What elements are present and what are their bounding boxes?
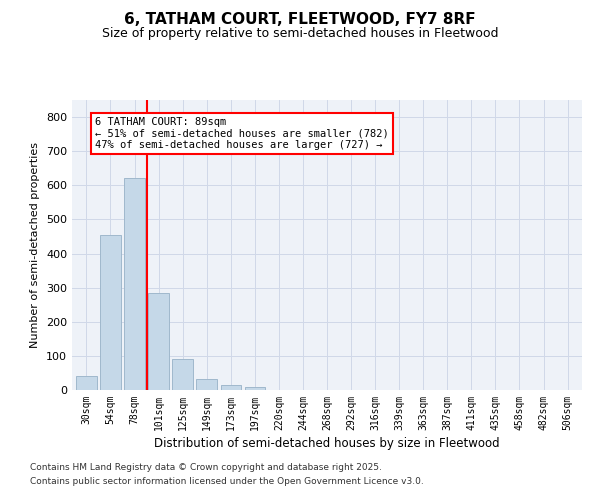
Text: 6, TATHAM COURT, FLEETWOOD, FY7 8RF: 6, TATHAM COURT, FLEETWOOD, FY7 8RF	[124, 12, 476, 28]
Bar	[100, 235, 121, 390]
Bar	[148, 293, 169, 390]
X-axis label: Distribution of semi-detached houses by size in Fleetwood: Distribution of semi-detached houses by …	[154, 437, 500, 450]
Bar	[221, 385, 241, 390]
Text: Contains HM Land Registry data © Crown copyright and database right 2025.: Contains HM Land Registry data © Crown c…	[30, 464, 382, 472]
Bar	[245, 388, 265, 390]
Bar	[196, 379, 217, 390]
Text: 6 TATHAM COURT: 89sqm
← 51% of semi-detached houses are smaller (782)
47% of sem: 6 TATHAM COURT: 89sqm ← 51% of semi-deta…	[95, 117, 389, 150]
Bar	[124, 178, 145, 390]
Bar	[172, 358, 193, 390]
Bar	[76, 376, 97, 390]
Text: Contains public sector information licensed under the Open Government Licence v3: Contains public sector information licen…	[30, 477, 424, 486]
Text: Size of property relative to semi-detached houses in Fleetwood: Size of property relative to semi-detach…	[102, 28, 498, 40]
Y-axis label: Number of semi-detached properties: Number of semi-detached properties	[31, 142, 40, 348]
